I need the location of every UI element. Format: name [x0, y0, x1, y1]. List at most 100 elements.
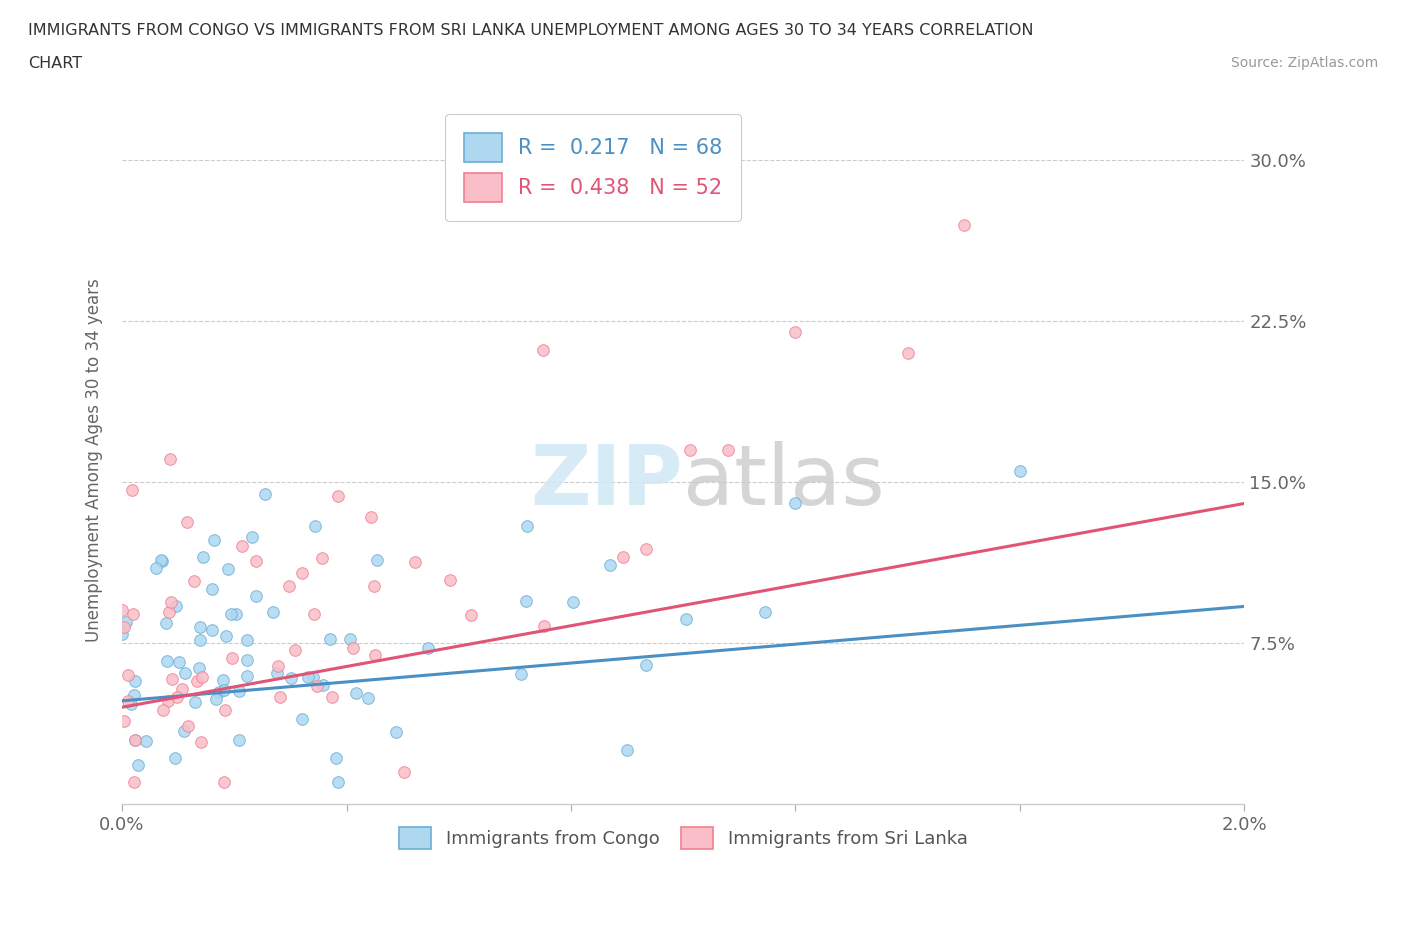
- Point: [173, 724, 195, 738]
- Point: [235, 632, 257, 647]
- Point: [516, 518, 538, 533]
- Point: [225, 607, 247, 622]
- Point: [183, 574, 205, 589]
- Point: [187, 661, 209, 676]
- Point: [1008, 464, 1031, 479]
- Point: [160, 595, 183, 610]
- Point: [115, 614, 138, 629]
- Point: [201, 581, 224, 596]
- Point: [217, 562, 239, 577]
- Point: [326, 489, 349, 504]
- Point: [302, 606, 325, 621]
- Point: [124, 732, 146, 747]
- Point: [214, 702, 236, 717]
- Point: [953, 217, 976, 232]
- Point: [191, 550, 214, 565]
- Point: [284, 643, 307, 658]
- Point: [117, 668, 139, 683]
- Point: [311, 551, 333, 565]
- Point: [212, 673, 235, 688]
- Point: [212, 775, 235, 790]
- Point: [599, 557, 621, 572]
- Point: [231, 538, 253, 553]
- Point: [280, 671, 302, 685]
- Point: [221, 606, 243, 621]
- Point: [785, 496, 807, 511]
- Point: [117, 693, 139, 708]
- Point: [228, 733, 250, 748]
- Point: [160, 671, 183, 686]
- Point: [311, 678, 333, 693]
- Point: [236, 669, 259, 684]
- Point: [325, 751, 347, 765]
- Point: [124, 674, 146, 689]
- Point: [297, 670, 319, 684]
- Point: [266, 666, 288, 681]
- Point: [122, 775, 145, 790]
- Point: [190, 619, 212, 634]
- Point: [675, 612, 697, 627]
- Point: [214, 629, 236, 644]
- Point: [363, 578, 385, 593]
- Point: [174, 666, 197, 681]
- Point: [170, 682, 193, 697]
- Point: [509, 666, 531, 681]
- Point: [304, 519, 326, 534]
- Point: [157, 604, 180, 619]
- Point: [531, 342, 554, 357]
- Point: [245, 553, 267, 568]
- Point: [152, 702, 174, 717]
- Point: [156, 654, 179, 669]
- Point: [717, 443, 740, 458]
- Point: [245, 588, 267, 603]
- Point: [201, 623, 224, 638]
- Point: [439, 573, 461, 588]
- Point: [152, 554, 174, 569]
- Point: [184, 695, 207, 710]
- Point: [176, 514, 198, 529]
- Point: [302, 670, 325, 684]
- Point: [236, 653, 259, 668]
- Text: CHART: CHART: [28, 56, 82, 71]
- Point: [307, 679, 329, 694]
- Point: [262, 605, 284, 620]
- Point: [228, 684, 250, 698]
- Point: [897, 346, 920, 361]
- Point: [785, 325, 807, 339]
- Point: [204, 692, 226, 707]
- Point: [360, 510, 382, 525]
- Point: [561, 594, 583, 609]
- Point: [212, 683, 235, 698]
- Point: [418, 640, 440, 655]
- Point: [188, 632, 211, 647]
- Point: [135, 734, 157, 749]
- Point: [269, 690, 291, 705]
- Text: Source: ZipAtlas.com: Source: ZipAtlas.com: [1230, 56, 1378, 70]
- Point: [515, 593, 537, 608]
- Point: [319, 632, 342, 647]
- Point: [344, 686, 367, 701]
- Point: [634, 658, 657, 673]
- Point: [221, 651, 243, 666]
- Point: [120, 696, 142, 711]
- Point: [122, 606, 145, 621]
- Y-axis label: Unemployment Among Ages 30 to 34 years: Unemployment Among Ages 30 to 34 years: [86, 279, 103, 643]
- Text: IMMIGRANTS FROM CONGO VS IMMIGRANTS FROM SRI LANKA UNEMPLOYMENT AMONG AGES 30 TO: IMMIGRANTS FROM CONGO VS IMMIGRANTS FROM…: [28, 23, 1033, 38]
- Point: [357, 691, 380, 706]
- Point: [364, 647, 387, 662]
- Point: [328, 775, 350, 790]
- Point: [208, 684, 231, 699]
- Point: [533, 618, 555, 633]
- Text: ZIP: ZIP: [530, 441, 683, 522]
- Point: [159, 451, 181, 466]
- Point: [291, 565, 314, 580]
- Point: [156, 694, 179, 709]
- Point: [240, 529, 263, 544]
- Point: [404, 554, 426, 569]
- Point: [169, 654, 191, 669]
- Point: [339, 631, 361, 646]
- Point: [186, 673, 208, 688]
- Point: [612, 550, 634, 565]
- Point: [149, 552, 172, 567]
- Point: [191, 670, 214, 684]
